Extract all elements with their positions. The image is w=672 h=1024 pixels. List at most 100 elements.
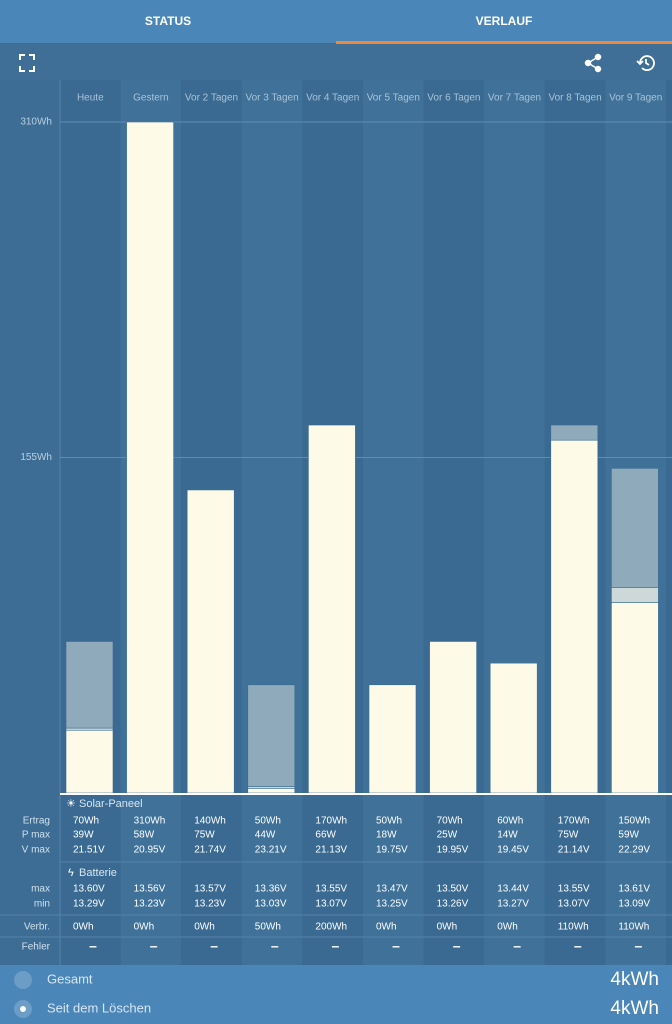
cell: 13.29V [73, 899, 105, 910]
cell: 13.57V [194, 884, 226, 895]
cell: 0Wh [376, 922, 397, 933]
cell: 140Wh [194, 816, 226, 827]
cell: 150Wh [618, 816, 650, 827]
cell: 13.47V [376, 884, 408, 895]
cell: 0Wh [194, 922, 215, 933]
tab[interactable]: STATUS [145, 14, 191, 28]
cell: 13.07V [558, 899, 590, 910]
cell: 23.21V [255, 845, 287, 856]
share-icon[interactable] [584, 53, 602, 73]
cell: 18W [376, 830, 397, 841]
bar-segment [65, 727, 114, 731]
cell: 21.51V [73, 845, 105, 856]
x-tick-label: Vor 2 Tagen [185, 93, 238, 104]
cell: 39W [73, 830, 94, 841]
cell: 19.75V [376, 845, 408, 856]
cell: – [453, 938, 461, 954]
bolt-icon [14, 971, 32, 989]
footer [0, 965, 672, 1024]
bar-segment [550, 424, 599, 441]
bar-segment [611, 602, 659, 794]
fullscreen-icon[interactable] [19, 54, 35, 72]
cell: 13.27V [497, 899, 529, 910]
y-tick-label: 155Wh [20, 452, 52, 463]
cell: 50Wh [255, 816, 281, 827]
footer-value: 4kWh [610, 998, 659, 1019]
cell: 0Wh [134, 922, 155, 933]
x-tick-label: Vor 7 Tagen [488, 93, 541, 104]
x-tick-label: Gestern [133, 93, 169, 104]
x-tick-label: Vor 5 Tagen [367, 93, 420, 104]
cell: 13.44V [497, 884, 529, 895]
cell: 66W [315, 830, 336, 841]
reset-icon-dot [20, 1006, 26, 1012]
cell: 75W [194, 830, 215, 841]
cell: 70Wh [437, 816, 463, 827]
cell: – [150, 938, 158, 954]
bolt-icon: ϟ [68, 867, 74, 879]
bar-segment [489, 662, 538, 794]
cell: 13.23V [134, 899, 166, 910]
row-label: Verbr. [24, 922, 50, 933]
cell: 58W [134, 830, 155, 841]
footer-label: Seit dem Löschen [47, 1000, 151, 1015]
row-label: max [31, 884, 50, 895]
bar-segment [247, 786, 296, 789]
footer-value: 4kWh [610, 969, 659, 990]
row-label: min [34, 899, 50, 910]
bar-segment [429, 641, 477, 794]
x-tick-label: Vor 4 Tagen [306, 93, 359, 104]
section-title: Solar-Paneel [79, 798, 143, 810]
column-bg [60, 80, 121, 965]
cell: 44W [255, 830, 276, 841]
cell: 170Wh [558, 816, 590, 827]
bar-segment [368, 684, 417, 794]
row-label: P max [22, 830, 50, 841]
cell: 21.14V [558, 845, 590, 856]
column-bg [241, 80, 303, 965]
row-label: Fehler [22, 942, 51, 953]
bar-segment [308, 424, 356, 794]
cell: – [635, 938, 643, 954]
cell: 50Wh [255, 922, 281, 933]
cell: 25W [437, 830, 458, 841]
cell: 20.95V [134, 845, 166, 856]
cell: 21.13V [315, 845, 347, 856]
cell: – [332, 938, 340, 954]
column-bg [363, 80, 424, 965]
cell: 19.95V [437, 845, 469, 856]
cell: 13.55V [558, 884, 590, 895]
x-tick-label: Vor 8 Tagen [548, 93, 601, 104]
cell: 0Wh [73, 922, 94, 933]
tab[interactable]: VERLAUF [476, 14, 533, 28]
bar-segment [247, 684, 296, 787]
cell: – [513, 938, 521, 954]
cell: 13.23V [194, 899, 226, 910]
tab-bar [0, 0, 672, 43]
cell: 110Wh [558, 922, 589, 933]
column-bg [484, 80, 545, 965]
cell: 13.07V [315, 899, 347, 910]
cell: 21.74V [194, 845, 226, 856]
column-bg [423, 80, 485, 965]
cell: 13.60V [73, 884, 105, 895]
cell: 200Wh [315, 922, 347, 933]
bar-segment [611, 468, 659, 588]
cell: 0Wh [437, 922, 458, 933]
chart: 155Wh 310Wh Heute Gestern Vor 2 Tagen Vor 3 T… [0, 80, 672, 965]
cell: 170Wh [315, 816, 347, 827]
cell: 59W [618, 830, 639, 841]
history-icon[interactable] [636, 55, 655, 71]
cell: 13.03V [255, 899, 287, 910]
toolbar [0, 44, 672, 80]
bar-segment [550, 439, 599, 794]
cell: 19.45V [497, 845, 529, 856]
cell: 22.29V [618, 845, 650, 856]
sun-icon: ☀ [66, 798, 76, 810]
bar-segment [126, 121, 174, 794]
cell: 310Wh [134, 816, 166, 827]
x-tick-label: Heute [77, 93, 104, 104]
x-tick-label: Vor 3 Tagen [245, 93, 298, 104]
